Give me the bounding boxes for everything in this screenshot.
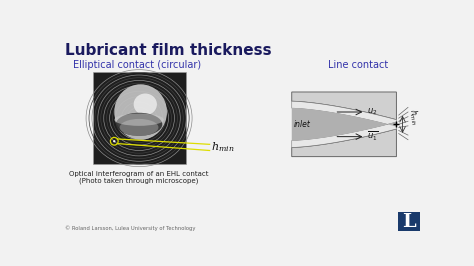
Text: $\overline{u_1}$: $\overline{u_1}$ — [367, 130, 378, 143]
Polygon shape — [292, 122, 396, 147]
Text: $h_{min}$: $h_{min}$ — [211, 140, 235, 154]
Ellipse shape — [113, 140, 116, 142]
Polygon shape — [292, 129, 396, 157]
Text: Lubricant film thickness: Lubricant film thickness — [65, 43, 272, 58]
Bar — [398, 212, 419, 231]
Ellipse shape — [134, 94, 157, 115]
Text: L: L — [402, 213, 416, 231]
Text: (Photo taken through microscope): (Photo taken through microscope) — [79, 177, 199, 184]
Text: Line contact: Line contact — [328, 60, 388, 70]
Ellipse shape — [114, 114, 164, 126]
Text: inlet: inlet — [293, 120, 310, 129]
Text: Elliptical contact (circular): Elliptical contact (circular) — [73, 60, 201, 70]
Ellipse shape — [120, 119, 158, 136]
Polygon shape — [292, 101, 396, 127]
Polygon shape — [292, 108, 396, 140]
Ellipse shape — [116, 113, 162, 136]
Text: © Roland Larsson, Lulea University of Technology: © Roland Larsson, Lulea University of Te… — [65, 225, 196, 231]
Text: $h_{min}$: $h_{min}$ — [406, 107, 421, 126]
Text: Optical interferogram of an EHL contact: Optical interferogram of an EHL contact — [69, 171, 209, 177]
Polygon shape — [292, 92, 396, 120]
Text: $u_2$: $u_2$ — [367, 107, 377, 117]
Ellipse shape — [114, 84, 167, 140]
Bar — [92, 72, 186, 164]
